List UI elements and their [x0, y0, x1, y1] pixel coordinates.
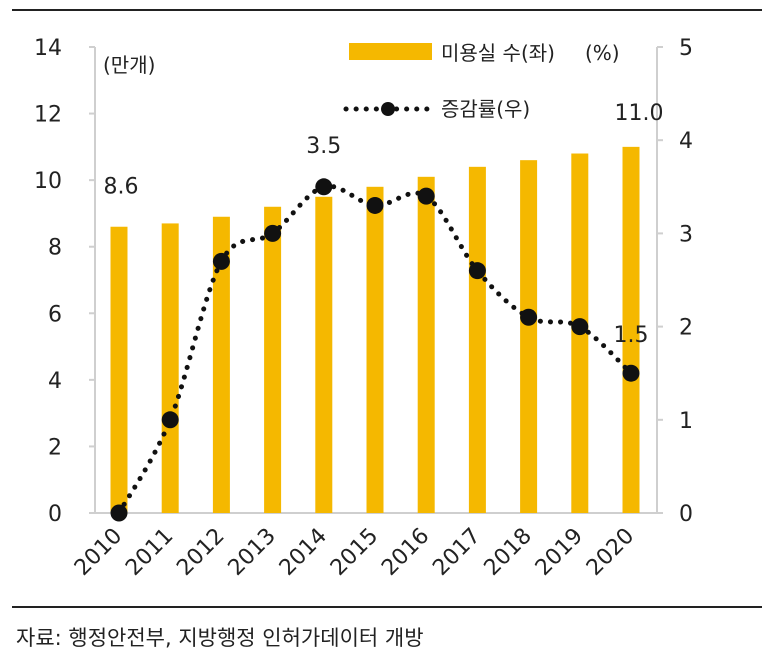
x-tick-label: 2017 — [428, 524, 485, 581]
right-tick-label: 0 — [679, 502, 693, 527]
right-axis: 0 1 2 3 4 5 — [657, 36, 693, 527]
left-axis: 0 2 4 6 8 10 12 14 — [34, 36, 95, 527]
data-label: 3.5 — [306, 134, 341, 159]
line-point — [366, 196, 384, 214]
line-point — [315, 178, 333, 196]
right-tick-label: 5 — [679, 36, 693, 61]
x-tick-label: 2014 — [275, 524, 332, 581]
right-tick-label: 2 — [679, 316, 693, 341]
bar — [161, 223, 179, 513]
bar — [520, 160, 538, 513]
line-point — [110, 504, 128, 522]
left-tick-label: 6 — [48, 302, 62, 327]
line-point — [520, 308, 538, 326]
bar — [468, 166, 486, 514]
line-point — [161, 411, 179, 429]
bar — [110, 226, 128, 513]
bar — [622, 146, 640, 513]
left-tick-label: 2 — [48, 435, 62, 460]
legend: 미용실 수(좌) (%) 증감률(우) — [343, 41, 620, 121]
top-rule — [12, 9, 762, 11]
bar — [212, 216, 230, 513]
line-point — [622, 364, 640, 382]
bar-series — [110, 146, 640, 514]
data-label: 11.0 — [615, 101, 664, 126]
x-tick-label: 2010 — [70, 524, 127, 581]
right-tick-label: 1 — [679, 409, 693, 434]
x-tick-label: 2020 — [582, 524, 639, 581]
legend-line-marker — [381, 102, 395, 116]
x-tick-label: 2019 — [531, 524, 588, 581]
bar — [366, 186, 384, 514]
x-tick-label: 2013 — [224, 524, 281, 581]
left-tick-label: 8 — [48, 236, 62, 261]
x-tick-label: 2012 — [172, 524, 229, 581]
x-tick-label: 2011 — [121, 524, 178, 581]
data-label: 1.5 — [614, 323, 649, 348]
left-tick-label: 0 — [48, 502, 62, 527]
line-path — [116, 183, 634, 516]
source-note: 자료: 행정안전부, 지방행정 인허가데이터 개방 — [16, 626, 424, 650]
right-tick-label: 3 — [679, 222, 693, 247]
left-tick-label: 10 — [34, 169, 62, 194]
bar — [417, 176, 435, 514]
x-tick-label: 2015 — [326, 524, 383, 581]
annotations: 8.6 11.0 3.5 1.5 — [104, 101, 664, 348]
bar — [264, 206, 282, 513]
left-tick-label: 14 — [34, 36, 62, 61]
bar — [315, 196, 333, 514]
left-tick-label: 4 — [48, 369, 62, 394]
data-label: 8.6 — [104, 175, 139, 200]
legend-bar-swatch — [349, 43, 432, 60]
bottom-rule — [12, 606, 762, 608]
right-tick-label: 4 — [679, 129, 693, 154]
x-tick-label: 2018 — [480, 524, 537, 581]
x-tick-label: 2016 — [377, 524, 434, 581]
line-point — [571, 318, 589, 336]
line-series — [110, 178, 640, 522]
line-point — [264, 224, 282, 242]
left-tick-label: 12 — [34, 103, 62, 128]
legend-line-label: 증감률(우) — [441, 97, 530, 121]
legend-bar-label: 미용실 수(좌) — [441, 41, 555, 65]
line-point — [212, 252, 230, 270]
x-axis: 2010201120122013201420152016201720182019… — [70, 524, 639, 581]
left-axis-unit: (만개) — [103, 53, 155, 77]
line-point — [468, 262, 486, 280]
right-axis-unit: (%) — [585, 41, 620, 65]
line-point — [417, 187, 435, 205]
